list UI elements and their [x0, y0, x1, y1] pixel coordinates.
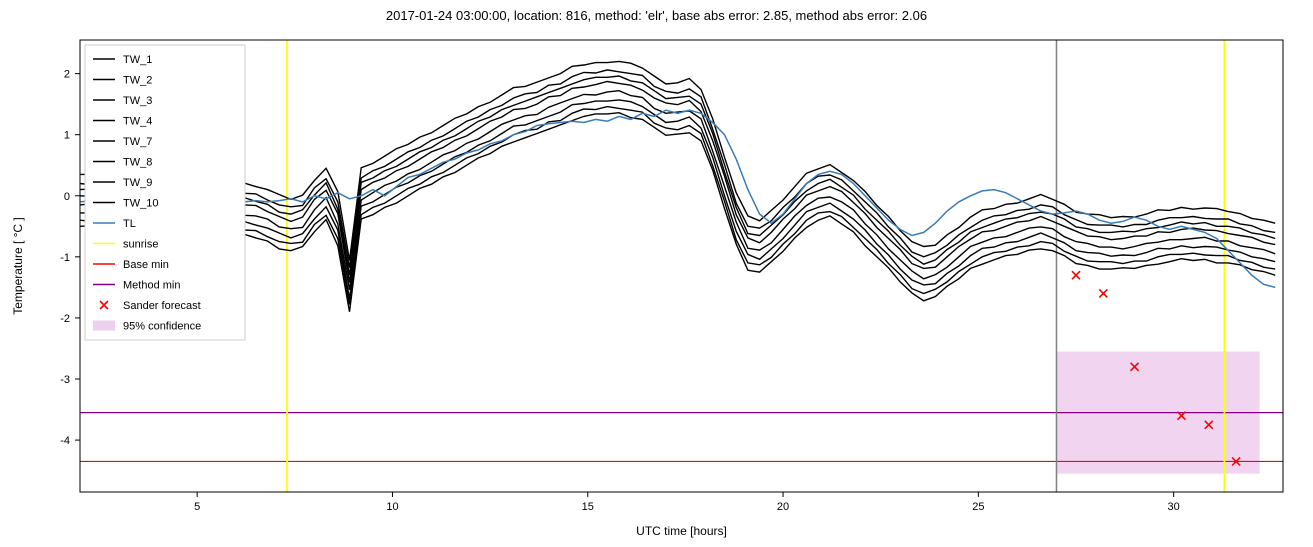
x-tick-label: 15 [582, 501, 594, 513]
legend-label: Base min [123, 259, 169, 271]
x-axis-label: UTC time [hours] [636, 524, 727, 538]
legend-label: sunrise [123, 239, 158, 251]
legend-label: TW_8 [123, 157, 152, 169]
y-tick-label: -4 [60, 435, 70, 447]
x-tick-label: 30 [1168, 501, 1180, 513]
y-tick-label: -1 [60, 252, 70, 264]
y-tick-label: -3 [60, 374, 70, 386]
y-axis-label: Temperature [ °C ] [11, 217, 25, 315]
legend-label: TW_2 [123, 75, 152, 87]
chart-title: 2017-01-24 03:00:00, location: 816, meth… [386, 8, 927, 23]
y-tick-label: 0 [64, 191, 70, 203]
y-tick-label: -2 [60, 313, 70, 325]
x-tick-label: 5 [194, 501, 200, 513]
y-tick-label: 2 [64, 69, 70, 81]
chart-svg: 2017-01-24 03:00:00, location: 816, meth… [0, 0, 1313, 547]
legend-label: TW_10 [123, 198, 158, 210]
legend-label: TW_4 [123, 116, 152, 128]
y-tick-label: 1 [64, 130, 70, 142]
legend-label: TW_3 [123, 95, 152, 107]
legend-label: TW_7 [123, 136, 152, 148]
x-tick-label: 20 [777, 501, 789, 513]
legend-label: Method min [123, 280, 180, 292]
legend-label: 95% confidence [123, 321, 201, 333]
x-tick-label: 25 [972, 501, 984, 513]
legend-label: Sander forecast [123, 300, 201, 312]
legend-label: TW_9 [123, 177, 152, 189]
chart-container: 2017-01-24 03:00:00, location: 816, meth… [0, 0, 1313, 547]
legend: TW_1 TW_2 TW_3 TW_4 TW_7 TW_8 TW_9 TW_10 TL sunri… [85, 45, 245, 340]
legend-label: TW_1 [123, 54, 152, 66]
legend-label: TL [123, 218, 136, 230]
x-tick-label: 10 [386, 501, 398, 513]
